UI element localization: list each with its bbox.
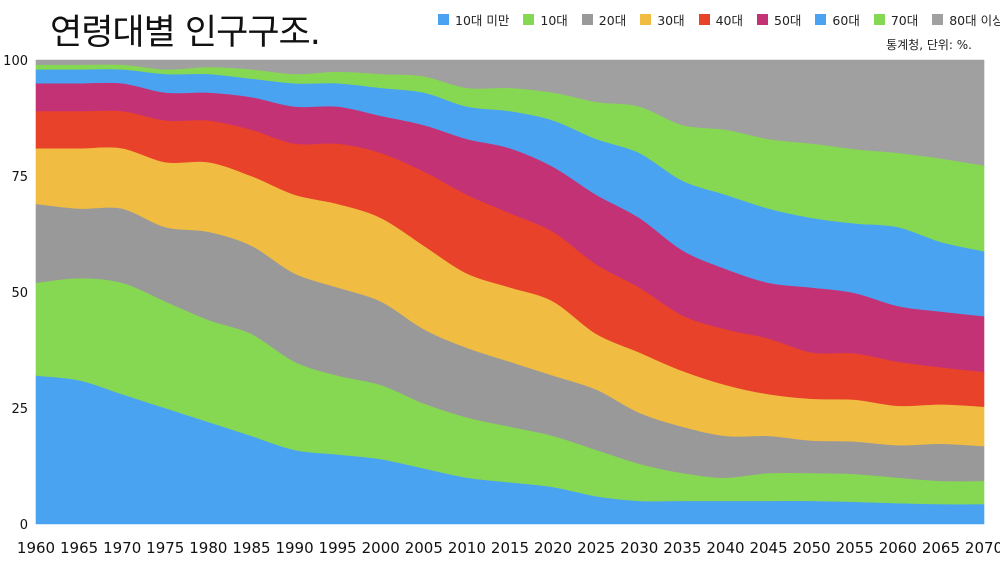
area-series-8 <box>35 59 985 166</box>
legend-swatch <box>581 14 593 25</box>
source-note: 통계청, 단위: %. <box>886 38 972 52</box>
legend-item: 10대 <box>523 10 568 29</box>
x-tick-label: 1960 <box>17 539 55 557</box>
legend-item: 50대 <box>757 10 801 29</box>
legend-swatch <box>757 14 769 25</box>
legend-label: 10대 <box>540 13 568 28</box>
x-tick-label: 2035 <box>663 539 701 557</box>
legend-label: 40대 <box>715 13 744 28</box>
x-tick-label: 2060 <box>879 539 917 557</box>
legend-swatch <box>698 14 710 25</box>
legend-label: 70대 <box>890 13 919 28</box>
legend-item: 60대 <box>815 10 860 29</box>
legend-swatch <box>523 14 535 25</box>
legend: 10대 미만 10대 20대 30대 40대 50대 60대 70대 80대 이상 <box>438 10 1000 29</box>
y-tick-label: 25 <box>11 402 28 417</box>
x-tick-label: 1980 <box>189 539 227 557</box>
legend-swatch <box>640 14 652 25</box>
legend-label: 10대 미만 <box>455 13 510 28</box>
x-tick-label: 1990 <box>275 539 313 557</box>
x-tick-label: 2020 <box>534 539 572 557</box>
x-tick-label: 2045 <box>749 539 787 557</box>
legend-label: 80대 이상 <box>949 13 1000 28</box>
legend-item: 10대 미만 <box>438 10 509 29</box>
y-tick-label: 100 <box>3 54 28 69</box>
x-tick-label: 2030 <box>620 539 658 557</box>
x-tick-label: 2000 <box>362 539 400 557</box>
legend-item: 70대 <box>873 10 919 29</box>
x-tick-label: 2040 <box>706 539 744 557</box>
legend-item: 40대 <box>698 10 744 29</box>
legend-swatch <box>438 14 449 25</box>
legend-item: 20대 <box>581 10 627 29</box>
x-tick-label: 2010 <box>448 539 486 557</box>
x-tick-label: 1995 <box>319 539 357 557</box>
chart-title: 연령대별 인구구조. <box>50 13 321 53</box>
x-tick-label: 1975 <box>146 539 184 557</box>
x-tick-label: 1985 <box>232 539 270 557</box>
x-tick-label: 2070 <box>965 539 1000 557</box>
legend-swatch <box>815 14 827 25</box>
x-tick-label: 2055 <box>836 539 874 557</box>
legend-item: 30대 <box>640 10 685 29</box>
legend-label: 50대 <box>774 13 802 28</box>
y-tick-label: 50 <box>11 286 28 301</box>
legend-label: 30대 <box>657 13 685 28</box>
legend-label: 60대 <box>832 13 860 28</box>
x-tick-label: 2050 <box>793 539 831 557</box>
x-tick-label: 2015 <box>491 539 529 557</box>
x-tick-label: 1965 <box>60 539 98 557</box>
legend-label: 20대 <box>598 13 627 28</box>
legend-swatch <box>873 14 885 25</box>
y-tick-label: 0 <box>20 518 28 533</box>
x-tick-label: 2005 <box>405 539 443 557</box>
legend-swatch <box>932 14 944 25</box>
x-tick-label: 1970 <box>103 539 141 557</box>
x-tick-label: 2065 <box>922 539 960 557</box>
y-tick-label: 75 <box>11 170 28 185</box>
legend-item: 80대 이상 <box>932 10 1000 29</box>
x-tick-label: 2025 <box>577 539 615 557</box>
